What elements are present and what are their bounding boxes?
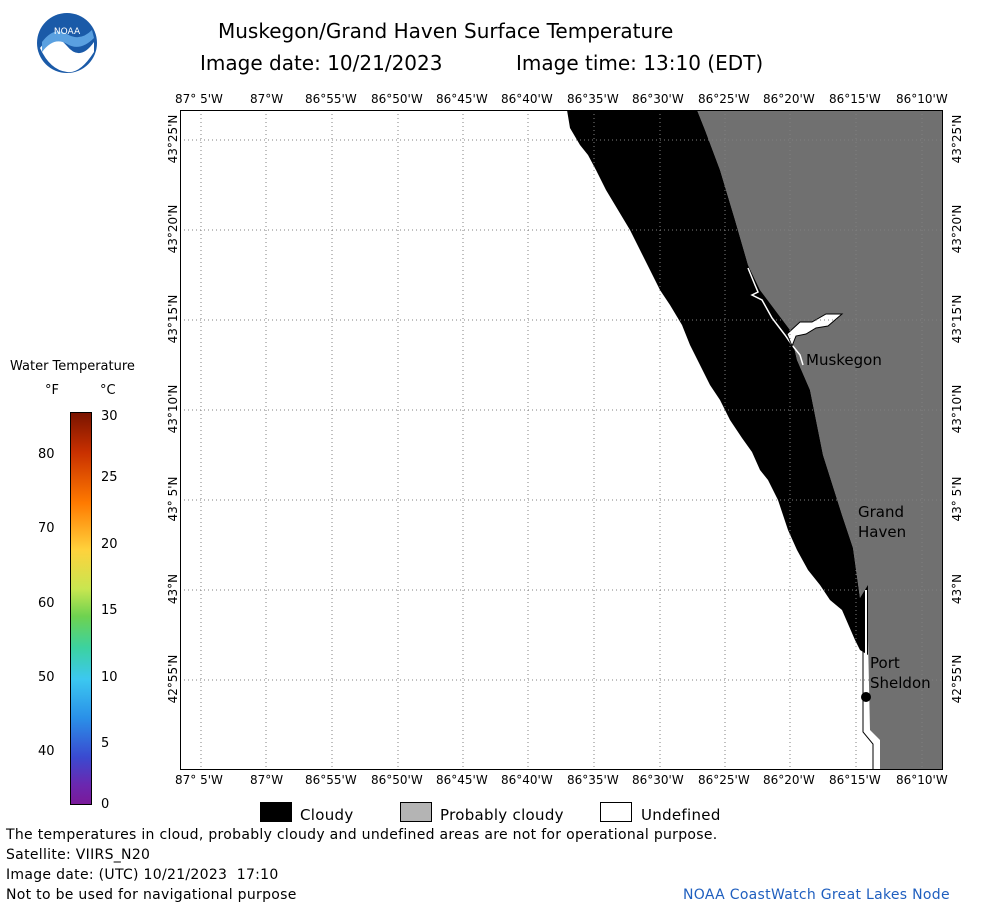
- lon-label: 86°15'W: [829, 92, 881, 106]
- lat-label: 43°25'N: [166, 114, 180, 164]
- lon-label: 87°W: [250, 773, 284, 787]
- colorbar-c-tick: 30: [101, 409, 118, 424]
- lon-label: 86°40'W: [501, 92, 553, 106]
- shoreline: [747, 267, 804, 366]
- lon-label: 86°10'W: [896, 773, 948, 787]
- colorbar-title: Water Temperature: [10, 359, 135, 374]
- lat-label: 43° 5'N: [950, 476, 964, 522]
- lat-label: 43°20'N: [950, 204, 964, 254]
- cloudy-region: [567, 110, 868, 655]
- lon-label: 86°50'W: [371, 773, 423, 787]
- noaa-logo: NOAA: [37, 13, 97, 73]
- place-label-port-sheldon: Sheldon: [870, 674, 931, 692]
- colorbar-f-tick: 70: [38, 521, 55, 536]
- colorbar-f-tick: 50: [38, 670, 55, 685]
- lon-label: 86°20'W: [763, 773, 815, 787]
- lon-label: 86°30'W: [632, 92, 684, 106]
- colorbar-f-tick: 60: [38, 596, 55, 611]
- svg-text:NOAA: NOAA: [54, 27, 81, 37]
- legend-swatch-cloudy: [260, 802, 292, 822]
- lon-label: 86°20'W: [763, 92, 815, 106]
- disclaimer-text: The temperatures in cloud, probably clou…: [6, 827, 718, 843]
- colorbar-f-tick: 40: [38, 744, 55, 759]
- satellite-text: Satellite: VIIRS_N20: [6, 847, 151, 863]
- lon-label: 86°15'W: [829, 773, 881, 787]
- colorbar: [70, 412, 92, 805]
- lon-label: 86°35'W: [567, 773, 619, 787]
- lat-label: 43°15'N: [950, 294, 964, 344]
- map-plot: [180, 110, 943, 770]
- lon-label: 86°55'W: [305, 92, 357, 106]
- lon-label: 86°45'W: [436, 773, 488, 787]
- place-label-grand-haven: Grand: [858, 503, 905, 521]
- shoreline-outline: [862, 650, 874, 770]
- lon-label: 87°W: [250, 92, 284, 106]
- port-sheldon-marker: [861, 692, 871, 702]
- legend-label-probably-cloudy: Probably cloudy: [440, 806, 564, 824]
- lon-label: 86°55'W: [305, 773, 357, 787]
- lat-label: 42°55'N: [166, 654, 180, 704]
- place-label-muskegon: Muskegon: [806, 351, 882, 369]
- colorbar-c-tick: 5: [101, 736, 110, 751]
- lat-label: 43°25'N: [950, 114, 964, 164]
- lon-label: 86°40'W: [501, 773, 553, 787]
- lon-label: 87° 5'W: [175, 773, 223, 787]
- lon-label: 86°25'W: [698, 92, 750, 106]
- legend-swatch-undefined: [600, 802, 632, 822]
- colorbar-c-tick: 25: [101, 470, 118, 485]
- colorbar-c-tick: 0: [101, 797, 110, 812]
- lon-label: 86°10'W: [896, 92, 948, 106]
- image-time: Image time: 13:10 (EDT): [516, 51, 764, 75]
- lat-label: 43°10'N: [950, 384, 964, 434]
- muskegon-lake: [786, 313, 844, 348]
- colorbar-c-tick: 10: [101, 670, 118, 685]
- lon-label: 87° 5'W: [175, 92, 223, 106]
- colorbar-c-tick: 20: [101, 537, 118, 552]
- utc-date-text: Image date: (UTC) 10/21/2023 17:10: [6, 867, 279, 883]
- legend-label-cloudy: Cloudy: [300, 806, 354, 824]
- lon-label: 86°25'W: [698, 773, 750, 787]
- lon-label: 86°50'W: [371, 92, 423, 106]
- colorbar-c-tick: 15: [101, 603, 118, 618]
- place-label-grand-haven: Haven: [858, 523, 907, 541]
- lat-label: 43°10'N: [166, 384, 180, 434]
- lat-label: 43°15'N: [166, 294, 180, 344]
- lat-label: 43°N: [950, 573, 964, 605]
- image-date: Image date: 10/21/2023: [200, 51, 443, 75]
- lat-label: 42°55'N: [950, 654, 964, 704]
- map-frame: [180, 110, 943, 770]
- colorbar-f-tick: 80: [38, 447, 55, 462]
- colorbar-unit-c: °C: [100, 383, 116, 398]
- shoreline: [865, 590, 877, 770]
- lon-label: 86°35'W: [567, 92, 619, 106]
- credit-text: NOAA CoastWatch Great Lakes Node: [683, 887, 950, 903]
- colorbar-unit-f: °F: [45, 383, 59, 398]
- lon-label: 86°45'W: [436, 92, 488, 106]
- lat-label: 43° 5'N: [166, 476, 180, 522]
- legend-label-undefined: Undefined: [641, 806, 721, 824]
- chart-title: Muskegon/Grand Haven Surface Temperature: [218, 19, 674, 43]
- lat-label: 43°N: [166, 573, 180, 605]
- lon-label: 86°30'W: [632, 773, 684, 787]
- place-label-port-sheldon: Port: [870, 654, 900, 672]
- nav-warning-text: Not to be used for navigational purpose: [6, 887, 297, 903]
- lat-label: 43°20'N: [166, 204, 180, 254]
- legend-swatch-probably-cloudy: [400, 802, 432, 822]
